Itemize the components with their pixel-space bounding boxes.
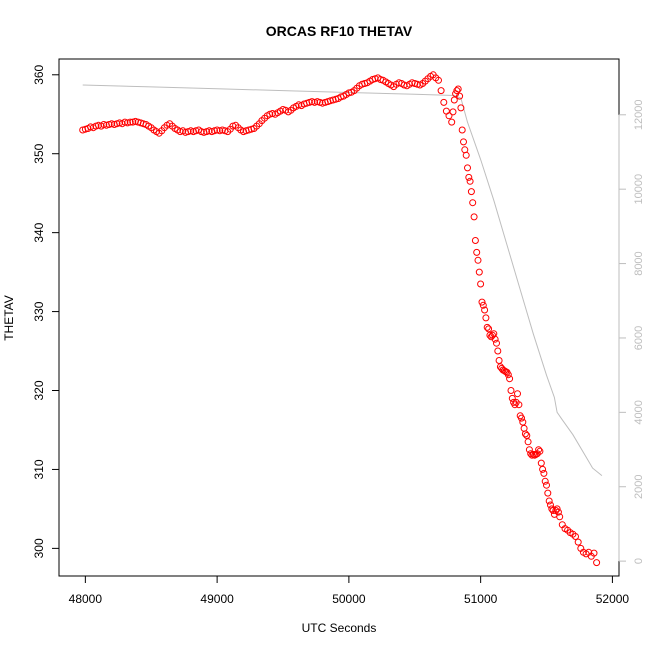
thetav-point (574, 538, 582, 546)
thetav-point (547, 501, 554, 509)
x-tick-label: 51000 (464, 592, 498, 606)
thetav-point (435, 76, 442, 84)
thetav-point (519, 418, 527, 426)
thetav-point (518, 414, 525, 422)
y-tick-label: 360 (32, 64, 46, 84)
thetav-point (544, 489, 552, 497)
thetav-point (521, 430, 529, 438)
thetav-point (486, 331, 494, 339)
y2-tick-label: 12000 (633, 99, 645, 130)
y2-tick-label: 10000 (633, 174, 645, 205)
y2-tick-label: 2000 (633, 474, 645, 498)
x-tick-label: 49000 (200, 592, 234, 606)
thetav-point (464, 164, 471, 172)
y2-tick-label: 6000 (633, 326, 645, 350)
y2-tick-label: 0 (633, 558, 645, 564)
thetav-point (539, 465, 547, 473)
thetav-point (483, 323, 491, 331)
y-tick-label: 300 (32, 538, 46, 558)
x-tick-label: 50000 (332, 592, 366, 606)
thetav-point (527, 450, 535, 458)
thetav-point (494, 347, 502, 355)
thetav-point (475, 268, 483, 276)
thetav-point (460, 138, 467, 146)
thetav-point (448, 118, 456, 126)
thetav-point (541, 477, 549, 485)
thetav-point (478, 298, 486, 306)
y-tick-label: 350 (32, 143, 46, 163)
thetav-point (507, 387, 515, 394)
thetav-point (126, 118, 134, 126)
thetav-point (466, 177, 474, 185)
thetav-point (469, 199, 477, 207)
thetav-point (529, 450, 537, 458)
thetav-point (440, 98, 448, 106)
thetav-point (515, 401, 523, 409)
thetav-point (485, 325, 493, 333)
plot-layer (79, 71, 603, 567)
thetav-point (536, 447, 544, 455)
thetav-point (554, 508, 562, 516)
thetav-point (535, 446, 543, 454)
thetav-point (453, 87, 461, 95)
thetav-point (553, 505, 561, 513)
thetav-point (465, 173, 473, 181)
thetav-point (458, 126, 466, 134)
thetav-point (543, 481, 550, 489)
thetav-point (590, 549, 598, 557)
thetav-point (449, 108, 457, 116)
thetav-point (482, 314, 490, 322)
thetav-point (445, 112, 453, 120)
thetav-point (456, 92, 464, 100)
thetav-point (454, 85, 462, 93)
thetav-point (524, 438, 532, 446)
thetav-point (525, 446, 533, 454)
thetav-point (493, 339, 500, 347)
chart-title: ORCAS RF10 THETAV (266, 23, 413, 39)
x-tick-label: 48000 (69, 592, 103, 606)
thetav-point (514, 390, 521, 398)
thetav-point (462, 151, 470, 159)
y-tick-label: 330 (32, 301, 46, 321)
y-tick-label: 340 (32, 222, 46, 242)
thetav-point (556, 513, 564, 521)
thetav-point (540, 469, 548, 477)
y-axis-title: THETAV (2, 295, 16, 341)
thetav-point (593, 559, 601, 567)
thetav-point (467, 188, 475, 196)
x-tick-label: 52000 (596, 592, 630, 606)
thetav-point (548, 505, 556, 513)
y2-tick-label: 8000 (633, 251, 645, 275)
thetav-point (470, 213, 478, 221)
x-axis-title: UTC Seconds (302, 621, 377, 635)
thetav-point (572, 533, 579, 540)
thetav-point (506, 375, 514, 383)
thetav-point (479, 301, 487, 309)
thetav-point (473, 248, 481, 256)
thetav-point (537, 459, 545, 467)
thetav-point (508, 394, 516, 402)
axes-layer: 48000 49000 50000 51000 52000 300 310 320 330 340… (32, 64, 645, 606)
altitude-series-line (82, 84, 603, 476)
thetav-point (495, 357, 503, 364)
thetav-point (437, 87, 445, 95)
thetav-point (523, 432, 531, 439)
y-tick-label: 310 (32, 459, 46, 479)
thetav-point (477, 280, 485, 288)
thetav-point (450, 96, 458, 104)
thetav-point (545, 497, 553, 505)
thetav-point (491, 335, 499, 343)
thetav-point (474, 256, 482, 264)
y-tick-label: 320 (32, 380, 46, 400)
thetav-point (481, 306, 489, 314)
y2-tick-label: 4000 (633, 400, 645, 424)
thetav-point (471, 237, 479, 244)
thetav-point (504, 371, 512, 379)
thetav-point (457, 104, 465, 112)
